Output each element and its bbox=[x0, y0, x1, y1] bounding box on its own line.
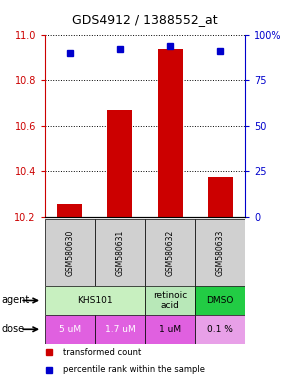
Text: GSM580632: GSM580632 bbox=[166, 229, 175, 276]
Text: 1 uM: 1 uM bbox=[159, 325, 181, 334]
Text: transformed count: transformed count bbox=[63, 348, 141, 357]
Bar bbox=[145, 315, 195, 344]
Text: 1.7 uM: 1.7 uM bbox=[105, 325, 135, 334]
Text: DMSO: DMSO bbox=[206, 296, 234, 305]
Bar bbox=[57, 204, 82, 217]
Text: GSM580633: GSM580633 bbox=[215, 229, 224, 276]
Bar bbox=[45, 286, 145, 315]
Bar bbox=[208, 177, 233, 217]
Bar bbox=[108, 110, 133, 217]
Bar bbox=[145, 286, 195, 315]
Bar bbox=[195, 315, 245, 344]
Bar bbox=[95, 315, 145, 344]
Bar bbox=[157, 50, 182, 217]
Text: dose: dose bbox=[1, 324, 25, 334]
Text: GSM580631: GSM580631 bbox=[115, 229, 124, 276]
Bar bbox=[145, 219, 195, 286]
Text: agent: agent bbox=[1, 295, 30, 306]
Text: percentile rank within the sample: percentile rank within the sample bbox=[63, 365, 205, 374]
Bar bbox=[195, 219, 245, 286]
Bar bbox=[45, 315, 95, 344]
Text: GDS4912 / 1388552_at: GDS4912 / 1388552_at bbox=[72, 13, 218, 26]
Text: 5 uM: 5 uM bbox=[59, 325, 81, 334]
Bar bbox=[45, 219, 95, 286]
Bar bbox=[195, 286, 245, 315]
Text: KHS101: KHS101 bbox=[77, 296, 113, 305]
Text: retinoic
acid: retinoic acid bbox=[153, 291, 187, 310]
Text: GSM580630: GSM580630 bbox=[66, 229, 75, 276]
Bar bbox=[95, 219, 145, 286]
Text: 0.1 %: 0.1 % bbox=[207, 325, 233, 334]
